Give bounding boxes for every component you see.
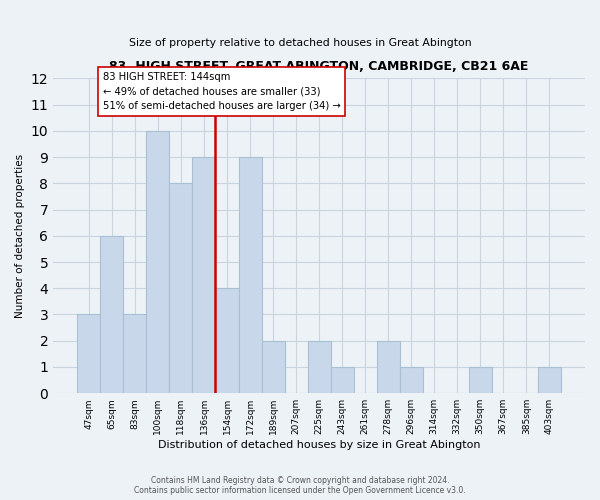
Text: 83 HIGH STREET: 144sqm
← 49% of detached houses are smaller (33)
51% of semi-det: 83 HIGH STREET: 144sqm ← 49% of detached… — [103, 72, 340, 112]
Text: Contains HM Land Registry data © Crown copyright and database right 2024.
Contai: Contains HM Land Registry data © Crown c… — [134, 476, 466, 495]
Bar — [146, 131, 169, 393]
Bar — [77, 314, 100, 393]
Bar — [400, 367, 422, 393]
X-axis label: Distribution of detached houses by size in Great Abington: Distribution of detached houses by size … — [158, 440, 481, 450]
Text: Size of property relative to detached houses in Great Abington: Size of property relative to detached ho… — [128, 38, 472, 48]
Bar — [331, 367, 353, 393]
Bar — [215, 288, 239, 393]
Bar — [308, 340, 331, 393]
Bar — [169, 184, 193, 393]
Bar — [193, 157, 215, 393]
Bar — [538, 367, 561, 393]
Bar — [124, 314, 146, 393]
Title: 83, HIGH STREET, GREAT ABINGTON, CAMBRIDGE, CB21 6AE: 83, HIGH STREET, GREAT ABINGTON, CAMBRID… — [109, 60, 529, 73]
Bar — [469, 367, 492, 393]
Bar — [239, 157, 262, 393]
Y-axis label: Number of detached properties: Number of detached properties — [15, 154, 25, 318]
Bar — [377, 340, 400, 393]
Bar — [262, 340, 284, 393]
Bar — [100, 236, 124, 393]
